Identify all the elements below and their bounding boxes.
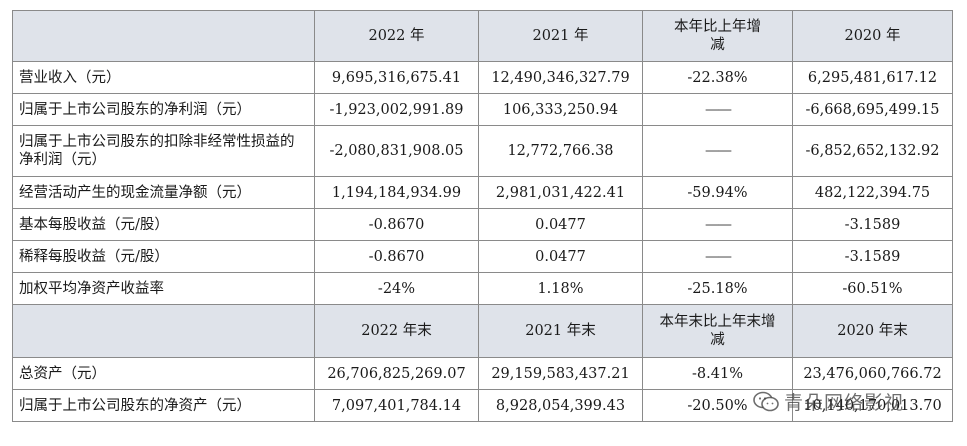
- value-2021: 2,981,031,422.41: [478, 176, 643, 209]
- value-2021: 29,159,583,437.21: [478, 357, 643, 390]
- value-2020: -3.1589: [792, 240, 953, 273]
- value-2020: 482,122,394.75: [792, 176, 953, 209]
- header-cell-2020-end: 2020 年末: [792, 304, 953, 358]
- value-2021: 106,333,250.94: [478, 93, 643, 126]
- value-2020: -6,668,695,499.15: [792, 93, 953, 126]
- header-cell-2022: 2022 年: [314, 10, 479, 62]
- header-cell-2021-end: 2021 年末: [478, 304, 643, 358]
- table-row: 营业收入（元） 9,695,316,675.41 12,490,346,327.…: [12, 61, 953, 94]
- value-change: ——: [705, 143, 732, 159]
- value-2022: 9,695,316,675.41: [314, 61, 479, 94]
- header-cell-2021: 2021 年: [478, 10, 643, 62]
- table-row: 归属于上市公司股东的净资产（元） 7,097,401,784.14 8,928,…: [12, 389, 953, 422]
- value-2020: -6,852,652,132.92: [792, 125, 953, 177]
- row-label: 基本每股收益（元/股）: [12, 208, 315, 241]
- header-cell-change: 本年比上年增减: [642, 10, 793, 62]
- table-row: 总资产（元） 26,706,825,269.07 29,159,583,437.…: [12, 357, 953, 390]
- table-row: 经营活动产生的现金流量净额（元） 1,194,184,934.99 2,981,…: [12, 176, 953, 209]
- header-row-year-end: 2022 年末 2021 年末 本年末比上年末增减 2020 年末: [12, 304, 953, 358]
- value-2022: 1,194,184,934.99: [314, 176, 479, 209]
- value-2021: 8,928,054,399.43: [478, 389, 643, 422]
- header-cell-change-end: 本年末比上年末增减: [642, 304, 793, 358]
- value-2020: -60.51%: [792, 272, 953, 305]
- value-2020: 23,476,060,766.72: [792, 357, 953, 390]
- value-2022: -24%: [314, 272, 479, 305]
- row-label: 稀释每股收益（元/股）: [12, 240, 315, 273]
- table-row: 加权平均净资产收益率 -24% 1.18% -25.18% -60.51%: [12, 272, 953, 305]
- value-change: -22.38%: [642, 61, 793, 94]
- header-cell-empty: [12, 10, 315, 62]
- value-2022: -2,080,831,908.05: [314, 125, 479, 177]
- row-label: 归属于上市公司股东的扣除非经常性损益的净利润（元）: [12, 125, 315, 177]
- value-2022: -0.8670: [314, 240, 479, 273]
- value-2022: 26,706,825,269.07: [314, 357, 479, 390]
- header-cell-2020: 2020 年: [792, 10, 953, 62]
- value-2020: 6,295,481,617.12: [792, 61, 953, 94]
- value-2021: 0.0477: [478, 208, 643, 241]
- value-2020: 10,140,170,013.70: [792, 389, 953, 422]
- value-2022: -1,923,002,991.89: [314, 93, 479, 126]
- value-2022: -0.8670: [314, 208, 479, 241]
- table-row: 稀释每股收益（元/股） -0.8670 0.0477 —— -3.1589: [12, 240, 953, 273]
- row-label: 总资产（元）: [12, 357, 315, 390]
- value-2021: 1.18%: [478, 272, 643, 305]
- value-change: -20.50%: [642, 389, 793, 422]
- value-change: ——: [705, 216, 732, 233]
- header-row-annual: 2022 年 2021 年 本年比上年增减 2020 年: [12, 10, 953, 62]
- value-change: -25.18%: [642, 272, 793, 305]
- value-2021: 12,490,346,327.79: [478, 61, 643, 94]
- value-2021: 12,772,766.38: [478, 125, 643, 177]
- value-change: ——: [705, 101, 732, 118]
- value-change: ——: [705, 248, 732, 265]
- value-2021: 0.0477: [478, 240, 643, 273]
- value-2022: 7,097,401,784.14: [314, 389, 479, 422]
- value-change: -59.94%: [642, 176, 793, 209]
- value-change: -8.41%: [642, 357, 793, 390]
- header-cell-empty: [12, 304, 315, 358]
- row-label: 营业收入（元）: [12, 61, 315, 94]
- table-row: 基本每股收益（元/股） -0.8670 0.0477 —— -3.1589: [12, 208, 953, 241]
- financial-table: 2022 年 2021 年 本年比上年增减 2020 年 营业收入（元） 9,6…: [12, 10, 953, 422]
- row-label: 加权平均净资产收益率: [12, 272, 315, 305]
- header-cell-2022-end: 2022 年末: [314, 304, 479, 358]
- row-label: 归属于上市公司股东的净利润（元）: [12, 93, 315, 126]
- row-label: 归属于上市公司股东的净资产（元）: [12, 389, 315, 422]
- table-row: 归属于上市公司股东的净利润（元） -1,923,002,991.89 106,3…: [12, 93, 953, 126]
- table-row: 归属于上市公司股东的扣除非经常性损益的净利润（元） -2,080,831,908…: [12, 125, 953, 177]
- row-label: 经营活动产生的现金流量净额（元）: [12, 176, 315, 209]
- value-2020: -3.1589: [792, 208, 953, 241]
